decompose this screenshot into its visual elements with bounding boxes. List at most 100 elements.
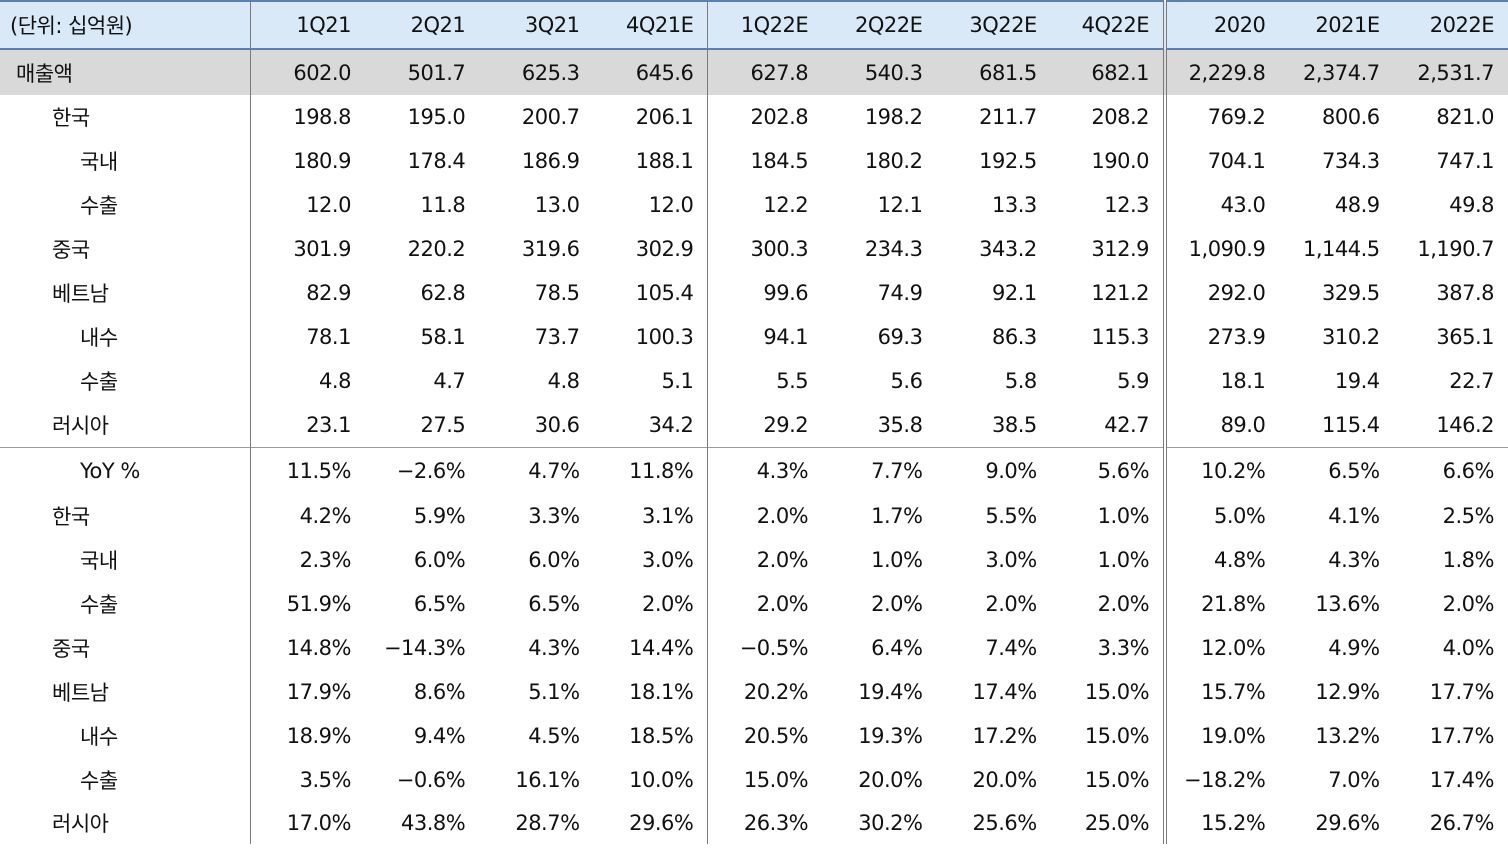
column-header: 2022E [1429,13,1495,37]
table-cell: 15.0% [1084,680,1150,704]
table-cell: 11.8% [593,447,708,494]
table-cell: 12.0% [1163,626,1280,670]
table-cell: 99.6 [707,271,823,315]
row-label: YoY % [0,447,251,494]
table-cell: 18.1% [629,680,694,704]
table-row: 베트남 82.9 62.8 78.5 105.4 99.6 74.9 92.1 121.2 292… [0,271,1508,315]
column-header: 1Q22E [707,1,823,49]
table-cell: 2.5% [1442,504,1495,528]
table-cell: 312.9 [1091,237,1150,261]
table-row: 한국 198.8 195.0 200.7 206.1 202.8 198.2 211.7 208… [0,95,1508,139]
table-cell: 15.0% [1084,768,1150,792]
table-cell: 105.4 [635,281,694,305]
table-row: 러시아 17.0% 43.8% 28.7% 29.6% 26.3% 30.2% 25.6% 25… [0,802,1508,844]
table-cell: 4.5% [528,724,580,748]
table-cell: 82.9 [250,271,365,315]
table-row: 수출 51.9% 6.5% 6.5% 2.0% 2.0% 2.0% 2.0% 2.0% 21.8%… [0,582,1508,626]
table-cell: 4.3% [707,447,823,494]
table-cell: 92.1 [991,281,1037,305]
table-cell: 17.2% [972,724,1038,748]
table-cell: 20.0% [858,768,923,792]
table-cell: 7.0% [1328,768,1380,792]
table-cell: 89.0 [1163,403,1280,448]
table-cell: 310.2 [1322,325,1380,349]
table-cell: 2,374.7 [1302,60,1380,85]
table-cell: 43.8% [401,811,466,835]
table-cell: −14.3% [383,636,466,660]
table-cell: 180.9 [250,139,365,183]
table-cell: 5.6 [890,369,923,393]
column-header: 3Q22E [969,13,1037,37]
table-cell: 15.2% [1163,802,1280,844]
table-cell: 184.5 [707,139,823,183]
table-cell: 20.0% [972,768,1038,792]
table-cell: 3.3% [528,504,580,528]
table-cell: 15.7% [1163,670,1280,714]
table-cell: 14.8% [250,626,365,670]
table-cell: 747.1 [1436,149,1494,173]
table-cell: 3.0% [641,548,694,572]
column-header: 2020 [1163,1,1280,49]
table-cell: 10.0% [629,768,694,792]
table-cell: 319.6 [521,237,580,261]
table-cell: 5.0% [1163,494,1280,538]
table-cell: 5.6% [1050,447,1166,494]
table-row: 중국 14.8% −14.3% 4.3% 14.4% −0.5% 6.4% 7.4% 3.3% 1… [0,626,1508,670]
table-row: YoY % 11.5% −2.6% 4.7% 11.8% 4.3% 7.7% 9.0% 5.6%… [0,447,1508,494]
table-cell: 9.4% [413,724,466,748]
table-cell: 645.6 [635,60,694,85]
table-cell: 17.7% [1429,724,1495,748]
table-row: 수출 12.0 11.8 13.0 12.0 12.2 12.1 13.3 12.3 43.0 48… [0,183,1508,227]
table-cell: 180.2 [864,149,923,173]
table-cell: 211.7 [979,105,1037,129]
row-label: 수출 [80,769,118,793]
table-cell: 540.3 [864,60,923,85]
table-cell: 12.3 [1104,193,1150,217]
table-cell: 329.5 [1322,281,1380,305]
table-cell: 2.0% [707,582,823,626]
table-cell: 200.7 [521,105,580,129]
table-cell: 14.4% [629,636,694,660]
table-cell: 20.2% [707,670,823,714]
table-row: 내수 78.1 58.1 73.7 100.3 94.1 69.3 86.3 115.3 273.… [0,315,1508,359]
table-cell: 7.4% [985,636,1037,660]
table-cell: 6.5% [413,592,466,616]
table-row: 러시아 23.1 27.5 30.6 34.2 29.2 35.8 38.5 42.7 89.0 1… [0,403,1508,448]
table-cell: 6.0% [528,548,580,572]
table-cell: 6.6% [1393,447,1508,494]
table-cell: 38.5 [991,413,1037,437]
table-cell: 734.3 [1322,149,1380,173]
table-cell: 3.5% [250,758,365,802]
table-cell: 20.5% [707,714,823,758]
table-cell: 192.5 [979,149,1037,173]
table-cell: 21.8% [1163,582,1280,626]
table-cell: 19.3% [858,724,923,748]
table-cell: 1.7% [871,504,923,528]
table-cell: −0.5% [707,626,823,670]
table-cell: 188.1 [635,149,694,173]
column-header: 4Q21E [625,13,694,37]
table-cell: 78.1 [250,315,365,359]
table-cell: 49.8 [1449,193,1494,217]
table-cell: 292.0 [1163,271,1280,315]
table-cell: 1.8% [1442,548,1495,572]
table-cell: −0.6% [396,768,466,792]
table-cell: 12.0 [250,183,365,227]
row-label: 베트남 [52,681,109,705]
table-cell: 27.5 [420,413,466,437]
row-label: 매출액 [16,61,73,86]
table-cell: 146.2 [1436,413,1494,437]
table-header-row: (단위: 십억원) 1Q21 2Q21 3Q21 4Q21E 1Q22E 2Q2… [0,1,1508,49]
table-cell: 15.0% [707,758,823,802]
table-cell: 3.3% [1097,636,1150,660]
table-row: 중국 301.9 220.2 319.6 302.9 300.3 234.3 343.2 312… [0,227,1508,271]
table-cell: 12.9% [1315,680,1380,704]
table-row: 한국 4.2% 5.9% 3.3% 3.1% 2.0% 1.7% 5.5% 1.0% 5.0% 4.… [0,494,1508,538]
table-cell: 17.0% [250,802,365,844]
table-cell: 2.0% [1097,592,1150,616]
table-cell: 115.4 [1322,413,1380,437]
table-cell: 13.2% [1315,724,1380,748]
table-cell: 12.1 [877,193,923,217]
table-cell: 9.0% [936,447,1051,494]
